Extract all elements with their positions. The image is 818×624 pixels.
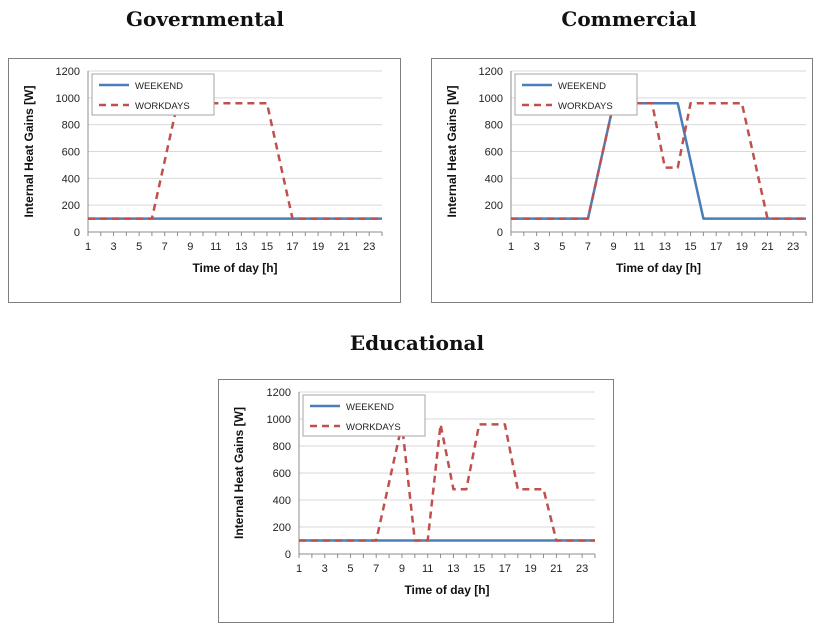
y-tick-label: 1000 <box>267 414 291 426</box>
x-tick-label: 7 <box>373 563 379 575</box>
x-tick-label: 21 <box>761 241 773 253</box>
x-axis-title: Time of day [h] <box>404 583 489 597</box>
chart-title-governmental: Governmental <box>125 7 285 31</box>
x-tick-label: 1 <box>296 563 302 575</box>
x-tick-label: 3 <box>534 241 540 253</box>
x-tick-label: 11 <box>210 241 221 253</box>
y-tick-label: 400 <box>62 173 80 185</box>
x-tick-label: 23 <box>363 241 375 253</box>
x-tick-label: 13 <box>659 241 671 253</box>
x-tick-label: 11 <box>422 563 433 575</box>
x-tick-label: 11 <box>634 241 645 253</box>
x-tick-label: 13 <box>447 563 459 575</box>
legend-box <box>514 73 638 116</box>
legend-box <box>302 394 426 437</box>
y-tick-label: 800 <box>485 120 503 132</box>
y-tick-label: 600 <box>273 468 291 480</box>
y-tick-label: 600 <box>485 147 503 159</box>
chart-commercial: 0 200 400 600 800 1000 1200 1 3 5 7 9 11 13 15 17 19 21 23… <box>431 58 813 303</box>
x-tick-label: 3 <box>111 241 117 253</box>
x-tick-label: 3 <box>322 563 328 575</box>
chart-governmental: 0 200 400 600 800 1000 1200 1 3 5 7 9 11 13 15 17 19 21 23… <box>8 58 401 303</box>
x-tick-label: 9 <box>187 241 193 253</box>
chart-title-educational: Educational <box>349 331 485 355</box>
legend-label-workdays: WORKDAYS <box>346 422 401 433</box>
legend-label-workdays: WORKDAYS <box>135 101 190 112</box>
x-tick-label: 13 <box>235 241 247 253</box>
x-tick-label: 19 <box>312 241 324 253</box>
series-line-workdays <box>299 423 595 542</box>
x-tick-label: 15 <box>684 241 696 253</box>
y-tick-label: 800 <box>273 441 291 453</box>
x-tick-label: 21 <box>550 563 562 575</box>
y-tick-label: 200 <box>273 522 291 534</box>
x-tick-label: 23 <box>576 563 588 575</box>
y-tick-label: 800 <box>62 120 80 132</box>
x-axis-title: Time of day [h] <box>616 261 701 275</box>
x-tick-label: 5 <box>559 241 565 253</box>
legend-label-workdays: WORKDAYS <box>558 101 613 112</box>
legend: WEEKEND WORKDAYS <box>91 73 215 116</box>
x-tick-label: 17 <box>710 241 722 253</box>
legend: WEEKEND WORKDAYS <box>302 394 426 437</box>
y-tick-label: 0 <box>74 227 80 239</box>
y-tick-label: 400 <box>485 173 503 185</box>
y-axis-title: Internal Heat Gains [W] <box>445 85 459 217</box>
series-line-weekend <box>511 101 806 220</box>
y-tick-label: 1200 <box>479 66 503 78</box>
chart-title-commercial: Commercial <box>561 7 697 31</box>
legend-label-weekend: WEEKEND <box>135 81 183 92</box>
x-tick-label: 7 <box>585 241 591 253</box>
series-line-workdays <box>511 101 806 220</box>
y-tick-label: 200 <box>62 200 80 212</box>
x-axis-title: Time of day [h] <box>192 261 277 275</box>
chart-educational: 0 200 400 600 800 1000 1200 1 3 5 7 9 11 13 15 17 19 21 23… <box>218 379 614 623</box>
y-tick-label: 1200 <box>56 66 80 78</box>
legend-box <box>91 73 215 116</box>
y-tick-label: 1200 <box>267 387 291 399</box>
y-tick-label: 400 <box>273 495 291 507</box>
legend-label-weekend: WEEKEND <box>346 402 394 413</box>
x-tick-label: 19 <box>736 241 748 253</box>
y-tick-label: 0 <box>497 227 503 239</box>
y-axis-title: Internal Heat Gains [W] <box>232 407 246 539</box>
x-tick-label: 1 <box>508 241 514 253</box>
x-tick-label: 9 <box>399 563 405 575</box>
x-tick-label: 7 <box>162 241 168 253</box>
legend: WEEKEND WORKDAYS <box>514 73 638 116</box>
x-tick-label: 5 <box>347 563 353 575</box>
y-tick-label: 600 <box>62 147 80 159</box>
legend-label-weekend: WEEKEND <box>558 81 606 92</box>
x-tick-label: 23 <box>787 241 799 253</box>
y-tick-label: 0 <box>285 549 291 561</box>
series-line-workdays <box>88 101 382 220</box>
x-tick-label: 17 <box>286 241 298 253</box>
x-tick-label: 15 <box>261 241 273 253</box>
x-tick-label: 1 <box>85 241 91 253</box>
y-tick-label: 200 <box>485 200 503 212</box>
x-tick-label: 19 <box>525 563 537 575</box>
x-tick-label: 15 <box>473 563 485 575</box>
y-axis-title: Internal Heat Gains [W] <box>22 85 36 217</box>
x-tick-label: 9 <box>611 241 617 253</box>
x-tick-label: 21 <box>338 241 350 253</box>
x-tick-label: 17 <box>499 563 511 575</box>
y-tick-label: 1000 <box>479 93 503 105</box>
x-tick-label: 5 <box>136 241 142 253</box>
y-tick-label: 1000 <box>56 93 80 105</box>
